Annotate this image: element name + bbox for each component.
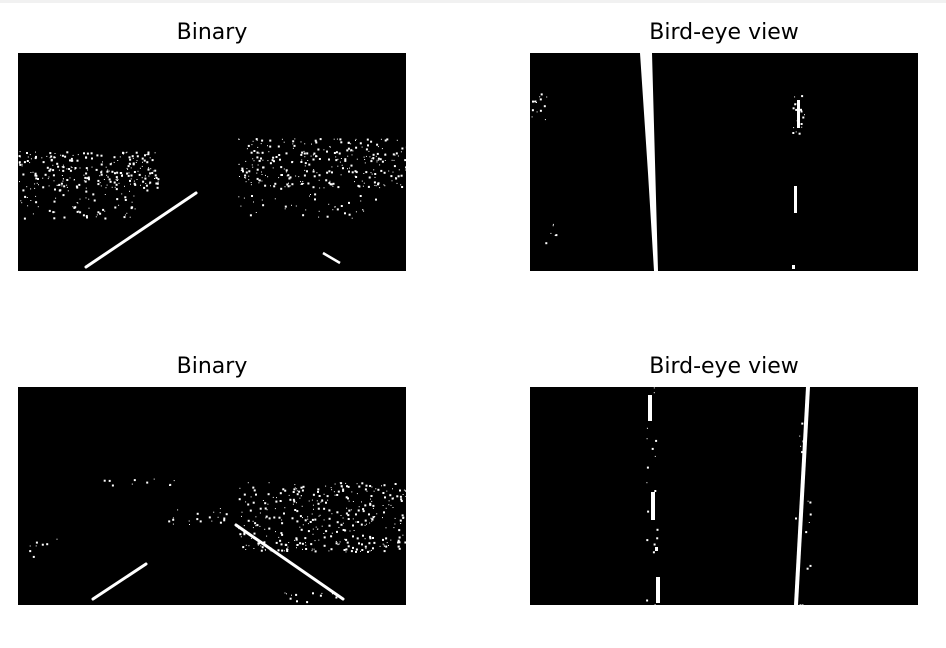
right-lane-dashes bbox=[792, 100, 800, 269]
right-lane-line bbox=[794, 387, 810, 605]
panel-1-title: Binary bbox=[176, 20, 248, 45]
binary-image-1 bbox=[18, 53, 406, 271]
birdseye-image-2 bbox=[530, 387, 918, 605]
edge-noise bbox=[531, 93, 805, 245]
left-lane-line bbox=[640, 53, 658, 271]
panel-4-title: Bird-eye view bbox=[649, 354, 799, 379]
edge-noise bbox=[29, 478, 406, 604]
binary-image-2 bbox=[18, 387, 406, 605]
right-lane-line bbox=[234, 523, 345, 601]
birdseye-image-1 bbox=[530, 53, 918, 271]
left-lane-dashes bbox=[648, 395, 660, 603]
panel-2-title: Bird-eye view bbox=[649, 20, 799, 45]
left-lane-line bbox=[91, 562, 148, 601]
edge-noise bbox=[646, 387, 812, 605]
right-lane-dashes bbox=[322, 251, 341, 265]
edge-noise bbox=[18, 138, 406, 220]
top-edge bbox=[0, 0, 946, 3]
panel-3-title: Binary bbox=[176, 354, 248, 379]
left-lane-line bbox=[84, 191, 198, 269]
